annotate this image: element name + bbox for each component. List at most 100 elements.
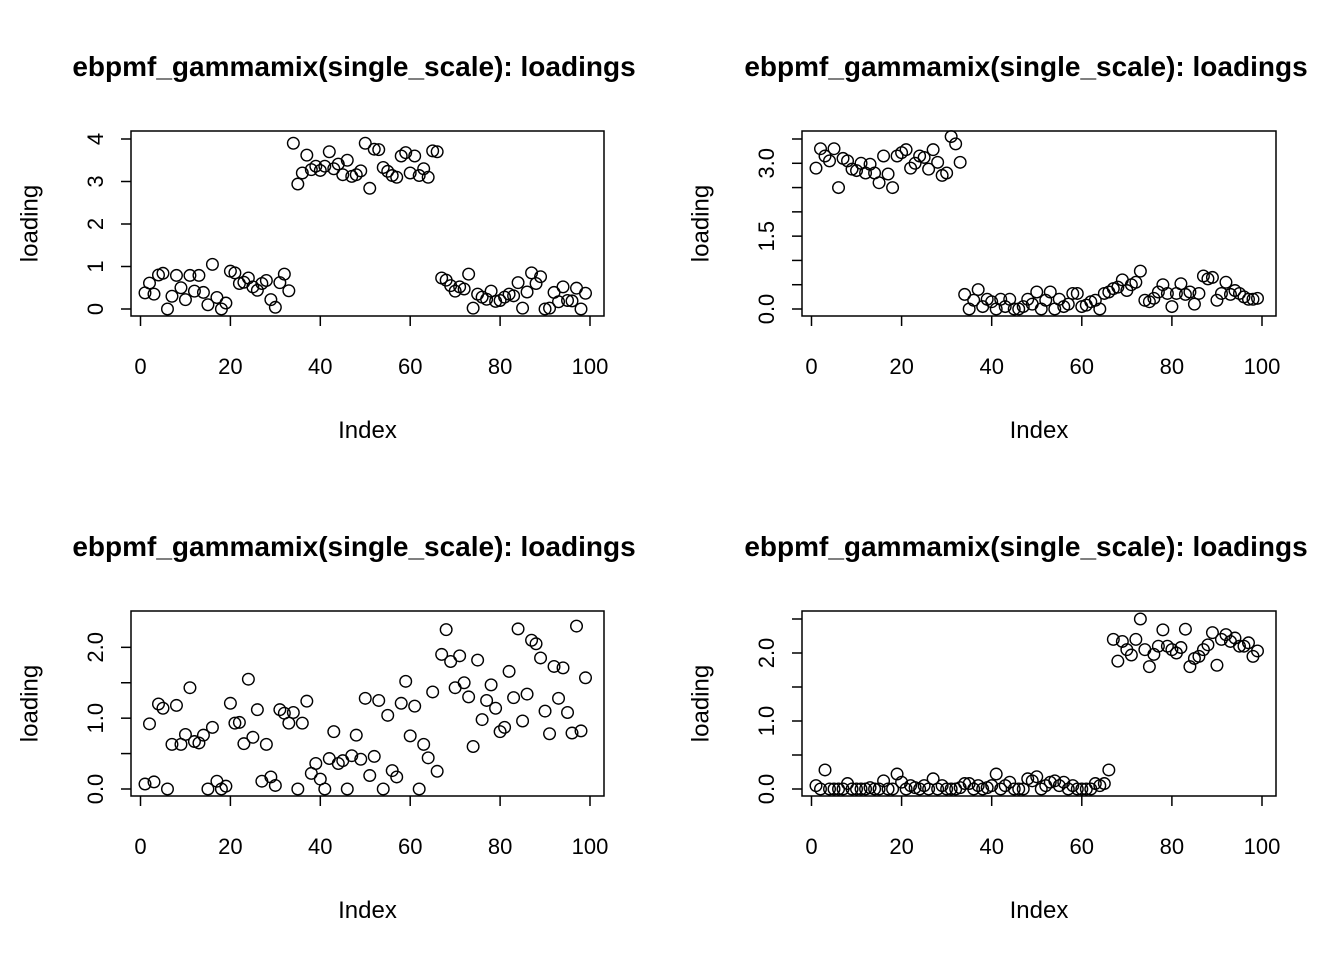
data-point	[565, 294, 579, 308]
data-point	[1160, 286, 1174, 300]
data-point	[394, 149, 408, 163]
data-point	[484, 678, 498, 692]
x-tick-label: 0	[805, 834, 817, 859]
data-point	[1025, 774, 1039, 788]
y-tick-label: 2	[83, 218, 108, 230]
data-point	[922, 162, 936, 176]
data-point	[1156, 623, 1170, 637]
data-point	[286, 706, 300, 720]
data-point	[205, 720, 219, 734]
data-point	[403, 166, 417, 180]
data-point	[529, 277, 543, 291]
data-point	[1250, 291, 1264, 305]
data-point	[1142, 295, 1156, 309]
data-point	[1093, 302, 1107, 316]
data-point	[327, 162, 341, 176]
data-point	[1210, 293, 1224, 307]
data-point	[1012, 782, 1026, 796]
data-point	[877, 149, 891, 163]
data-point	[1223, 287, 1237, 301]
x-axis-label: Index	[338, 417, 397, 444]
data-point	[358, 136, 372, 150]
data-point	[471, 653, 485, 667]
y-tick-label: 1.5	[754, 221, 779, 252]
data-point	[1232, 286, 1246, 300]
data-point	[543, 301, 557, 315]
data-point	[201, 298, 215, 312]
data-point	[998, 779, 1012, 793]
data-point	[1147, 647, 1161, 661]
data-point	[940, 166, 954, 180]
data-point	[354, 164, 368, 178]
y-axis-label: loading	[687, 665, 714, 742]
data-point	[953, 155, 967, 169]
data-point	[516, 714, 530, 728]
data-point	[1192, 649, 1206, 663]
data-point	[502, 664, 516, 678]
x-tick-label: 100	[1244, 354, 1281, 379]
data-point	[399, 146, 413, 160]
data-point	[295, 716, 309, 730]
data-point	[872, 782, 886, 796]
data-point	[1237, 639, 1251, 653]
panel-title: ebpmf_gammamix(single_scale): loadings	[72, 51, 635, 82]
data-point	[421, 170, 435, 184]
data-point	[147, 775, 161, 789]
data-point	[886, 181, 900, 195]
data-point	[1241, 636, 1255, 650]
data-point	[881, 782, 895, 796]
data-point	[412, 782, 426, 796]
data-point	[1030, 770, 1044, 784]
data-point	[1183, 285, 1197, 299]
x-axis-label: Index	[338, 897, 397, 924]
data-point	[1174, 641, 1188, 655]
data-point	[318, 782, 332, 796]
y-tick-label: 2.0	[83, 632, 108, 663]
data-point	[138, 777, 152, 791]
data-point	[850, 164, 864, 178]
data-point	[985, 779, 999, 793]
x-tick-label: 100	[572, 834, 609, 859]
data-point	[151, 697, 165, 711]
data-point	[1003, 775, 1017, 789]
data-point	[890, 149, 904, 163]
x-tick-label: 40	[308, 834, 332, 859]
data-point	[818, 149, 832, 163]
data-point	[574, 302, 588, 316]
data-point	[520, 285, 534, 299]
data-point	[408, 699, 422, 713]
data-point	[1142, 660, 1156, 674]
data-point	[273, 703, 287, 717]
data-point	[1016, 300, 1030, 314]
y-tick-label: 0	[83, 303, 108, 315]
data-point	[525, 266, 539, 280]
data-point	[246, 730, 260, 744]
y-tick-label: 1.0	[754, 706, 779, 737]
data-point	[1070, 286, 1084, 300]
data-point	[931, 155, 945, 169]
data-point	[192, 736, 206, 750]
data-point	[827, 142, 841, 156]
data-point	[372, 143, 386, 157]
scatter-panel-1: ebpmf_gammamix(single_scale): loadings 0 2…	[16, 51, 635, 444]
data-point	[430, 145, 444, 159]
x-tick-label: 40	[308, 354, 332, 379]
data-point	[1160, 639, 1174, 653]
data-point	[1097, 777, 1111, 791]
data-point	[511, 622, 525, 636]
data-point	[412, 169, 426, 183]
data-point	[989, 767, 1003, 781]
data-point	[493, 294, 507, 308]
data-point	[940, 782, 954, 796]
data-point	[417, 737, 431, 751]
data-point	[462, 267, 476, 281]
data-point	[1174, 277, 1188, 291]
data-point	[232, 715, 246, 729]
y-tick-label: 3	[83, 175, 108, 187]
data-point	[259, 274, 273, 288]
data-point	[1030, 285, 1044, 299]
data-point	[985, 295, 999, 309]
x-tick-label: 0	[134, 834, 146, 859]
data-point	[228, 716, 242, 730]
data-point	[1228, 631, 1242, 645]
